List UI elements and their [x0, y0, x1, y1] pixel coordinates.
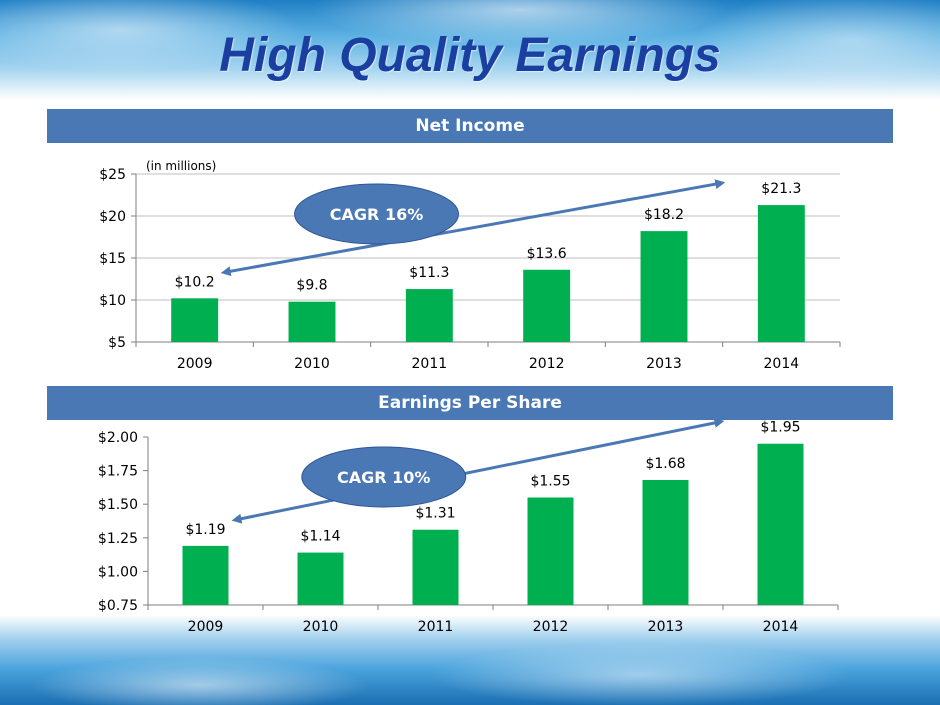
bar — [642, 480, 689, 605]
y-tick-label: $25 — [99, 167, 126, 183]
bar — [405, 289, 453, 342]
y-tick-label: $5 — [108, 335, 126, 351]
x-tick-label: 2012 — [529, 356, 565, 372]
cagr-arrow — [220, 179, 726, 277]
data-label: $18.2 — [644, 207, 684, 223]
units-note: (in millions) — [146, 159, 216, 173]
bar — [182, 545, 229, 605]
x-tick-label: 2013 — [646, 356, 682, 372]
y-tick-label: $20 — [99, 209, 126, 225]
y-tick-label: $1.25 — [98, 531, 138, 547]
cagr-ellipse — [294, 183, 460, 245]
x-tick-label: 2013 — [648, 619, 684, 635]
cagr-arrow — [231, 418, 725, 524]
data-label: $13.6 — [527, 246, 567, 262]
bar — [171, 298, 219, 342]
x-tick-label: 2014 — [764, 356, 800, 372]
y-tick-label: $1.50 — [98, 497, 138, 513]
x-tick-label: 2010 — [294, 356, 330, 372]
x-tick-label: 2011 — [412, 356, 448, 372]
x-tick-label: 2011 — [418, 619, 454, 635]
data-label: $1.95 — [760, 420, 800, 436]
bar — [527, 497, 574, 605]
eps-chart: $0.75 $1.00 $1.25 $1.50 $1.75 $2.00 $1.19 2009 $… — [98, 418, 839, 635]
bar — [297, 552, 344, 605]
data-label: $1.68 — [645, 456, 685, 472]
net-income-chart: $5 $10 $15 $20 $25 $10.2 2009 $9.8 2010 $11.3 2011… — [99, 159, 841, 372]
data-label: $1.19 — [185, 522, 225, 538]
bar — [412, 529, 459, 605]
y-tick-label: $0.75 — [98, 598, 138, 614]
y-tick-label: $2.00 — [98, 430, 138, 446]
data-label: $1.14 — [300, 529, 340, 545]
net-income-header: Net Income — [47, 109, 893, 143]
y-tick-label: $15 — [99, 251, 126, 267]
y-tick-label: $10 — [99, 293, 126, 309]
x-tick-label: 2010 — [303, 619, 339, 635]
y-tick-label: $1.75 — [98, 464, 138, 480]
data-label: $1.55 — [530, 473, 570, 489]
water-background-top — [0, 0, 940, 100]
eps-header: Earnings Per Share — [47, 386, 893, 420]
bar — [640, 231, 688, 342]
data-label: $21.3 — [761, 181, 801, 197]
bar — [288, 301, 336, 342]
water-background-bottom — [0, 615, 940, 705]
x-tick-label: 2014 — [763, 619, 799, 635]
cagr-label: CAGR 16% — [330, 205, 423, 224]
page-title: High Quality Earnings — [219, 29, 721, 82]
y-tick-label: $1.00 — [98, 564, 138, 580]
x-tick-label: 2009 — [177, 356, 213, 372]
bar — [757, 205, 805, 342]
cagr-label: CAGR 10% — [337, 468, 430, 487]
data-label: $1.31 — [415, 506, 455, 522]
data-label: $9.8 — [296, 278, 327, 294]
bar — [523, 269, 571, 342]
x-tick-label: 2009 — [188, 619, 224, 635]
cagr-ellipse — [301, 446, 467, 508]
data-label: $11.3 — [409, 265, 449, 281]
bar — [757, 443, 804, 605]
x-tick-label: 2012 — [533, 619, 569, 635]
data-label: $10.2 — [175, 274, 215, 290]
